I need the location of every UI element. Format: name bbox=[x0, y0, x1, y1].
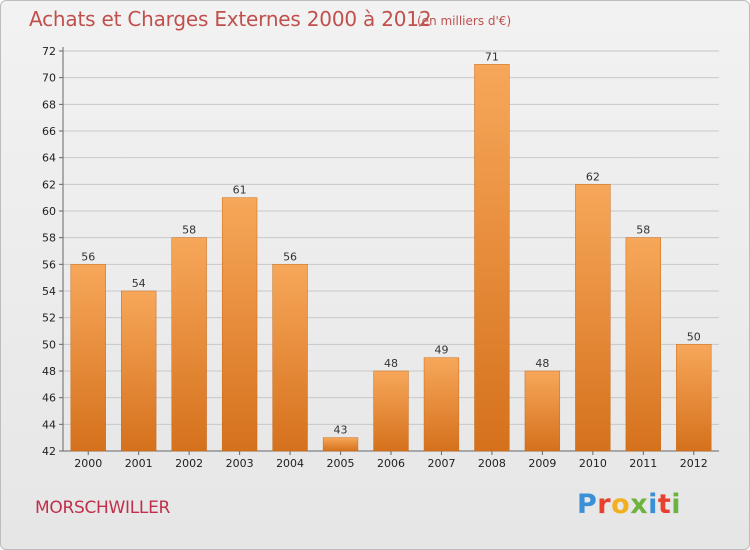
data-label-2008: 71 bbox=[485, 50, 499, 63]
x-tick-label-2005: 2005 bbox=[327, 457, 355, 470]
bar-2007 bbox=[423, 357, 460, 452]
y-tick-label: 70 bbox=[42, 72, 56, 85]
bar-2006 bbox=[373, 370, 409, 452]
bar-2008 bbox=[474, 64, 510, 452]
logo-letter: r bbox=[597, 489, 612, 520]
y-tick-label: 68 bbox=[42, 98, 56, 111]
logo-letter: i bbox=[648, 489, 658, 520]
bar-2002 bbox=[171, 237, 207, 452]
y-tick-label: 48 bbox=[42, 365, 56, 378]
data-label-2005: 43 bbox=[334, 424, 348, 437]
y-tick-label: 64 bbox=[42, 152, 56, 165]
data-label-2011: 58 bbox=[636, 224, 650, 237]
y-tick-label: 66 bbox=[42, 125, 56, 138]
chart-title: Achats et Charges Externes 2000 à 2012 bbox=[29, 7, 432, 31]
y-tick-label: 52 bbox=[42, 312, 56, 325]
x-tick-label-2004: 2004 bbox=[276, 457, 304, 470]
y-tick-label: 54 bbox=[42, 285, 56, 298]
data-label-2006: 48 bbox=[384, 357, 398, 370]
proxiti-logo[interactable]: Proxiti bbox=[577, 489, 681, 520]
data-label-2010: 62 bbox=[586, 170, 600, 183]
bar-2000 bbox=[70, 264, 106, 452]
x-tick-label-2002: 2002 bbox=[175, 457, 203, 470]
commune-name: MORSCHWILLER bbox=[35, 498, 171, 518]
x-tick-label-2011: 2011 bbox=[629, 457, 657, 470]
x-tick-label-2010: 2010 bbox=[579, 457, 607, 470]
y-tick-label: 72 bbox=[42, 45, 56, 58]
x-tick-label-2007: 2007 bbox=[427, 457, 455, 470]
bars bbox=[70, 64, 712, 452]
bar-2009 bbox=[524, 370, 561, 452]
bar-2004 bbox=[272, 264, 308, 452]
x-tick-label-2003: 2003 bbox=[226, 457, 254, 470]
y-tick-label: 42 bbox=[42, 445, 56, 458]
y-tick-label: 56 bbox=[42, 258, 56, 271]
bar-2010 bbox=[575, 184, 611, 452]
x-tick-labels: 2000 2001 2002 2003 2004 2005 2006 2007 2008 2009… bbox=[74, 457, 708, 470]
data-labels: 56 54 58 61 56 43 48 49 71 48 62 58 50 bbox=[81, 50, 701, 436]
bar-2003 bbox=[221, 197, 258, 452]
data-label-2002: 58 bbox=[182, 224, 196, 237]
x-tick-label-2006: 2006 bbox=[377, 457, 405, 470]
y-tick-label: 44 bbox=[42, 418, 56, 431]
bar-2001 bbox=[121, 290, 157, 452]
logo-letter: x bbox=[630, 489, 649, 520]
x-tick-label-2000: 2000 bbox=[74, 457, 102, 470]
logo-letter: i bbox=[671, 489, 682, 520]
x-tick-label-2008: 2008 bbox=[478, 457, 506, 470]
bar-2011 bbox=[625, 237, 661, 452]
data-label-2000: 56 bbox=[81, 250, 95, 263]
y-tick-labels: 42 44 46 48 50 52 54 56 58 60 62 64 66 68 70 72 bbox=[42, 45, 56, 458]
data-label-2004: 56 bbox=[283, 250, 297, 263]
bar-2012 bbox=[676, 344, 712, 452]
data-label-2012: 50 bbox=[687, 330, 701, 343]
data-label-2009: 48 bbox=[535, 357, 549, 370]
logo-letter: o bbox=[611, 489, 631, 520]
y-tick-label: 50 bbox=[42, 338, 56, 351]
y-tick-label: 62 bbox=[42, 178, 56, 191]
data-label-2003: 61 bbox=[233, 184, 247, 197]
y-tick-label: 46 bbox=[42, 392, 56, 405]
data-label-2007: 49 bbox=[434, 344, 448, 357]
logo-letter: P bbox=[577, 489, 598, 520]
data-label-2001: 54 bbox=[132, 277, 146, 290]
bar-2005 bbox=[322, 437, 359, 452]
x-tick-label-2001: 2001 bbox=[125, 457, 153, 470]
chart-subtitle: (en milliers d'€) bbox=[417, 14, 512, 28]
x-tick-label-2012: 2012 bbox=[680, 457, 708, 470]
logo-letter: t bbox=[657, 489, 672, 520]
y-tick-label: 58 bbox=[42, 232, 56, 245]
y-tick-label: 60 bbox=[42, 205, 56, 218]
x-tick-label-2009: 2009 bbox=[528, 457, 556, 470]
